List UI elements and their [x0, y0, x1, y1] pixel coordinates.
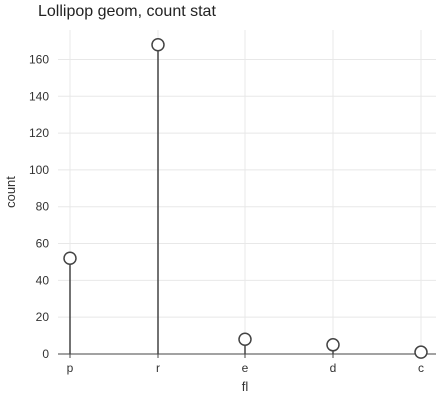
y-tick-label: 100 [29, 163, 49, 177]
y-tick-label: 140 [29, 89, 49, 103]
lollipop-head [151, 37, 165, 52]
grid-layer [58, 30, 436, 354]
y-tick-label: 60 [36, 237, 50, 251]
lollipop-head [238, 332, 252, 347]
y-tick-label: 20 [36, 310, 50, 324]
lollipop-head [326, 338, 340, 352]
y-tick-label: 0 [42, 347, 49, 361]
x-tick-label: r [156, 361, 160, 375]
y-tick-label: 160 [29, 52, 49, 66]
x-tick-label: e [242, 361, 249, 375]
y-tick-label: 80 [36, 200, 50, 214]
tick-layer: 0 20 40 60 80 100 120 140 160 p r e d c [29, 52, 424, 375]
y-axis-title: count [3, 176, 18, 208]
x-tick-label: c [418, 361, 424, 375]
head-layer [63, 37, 428, 359]
y-tick-label: 40 [36, 273, 50, 287]
x-tick-label: d [330, 361, 337, 375]
x-tick-label: p [67, 361, 74, 375]
y-tick-label: 120 [29, 126, 49, 140]
lollipop-head [63, 251, 77, 266]
chart-title: Lollipop geom, count stat [38, 3, 216, 20]
lollipop-head [414, 345, 428, 359]
x-axis-title: fl [242, 379, 249, 394]
